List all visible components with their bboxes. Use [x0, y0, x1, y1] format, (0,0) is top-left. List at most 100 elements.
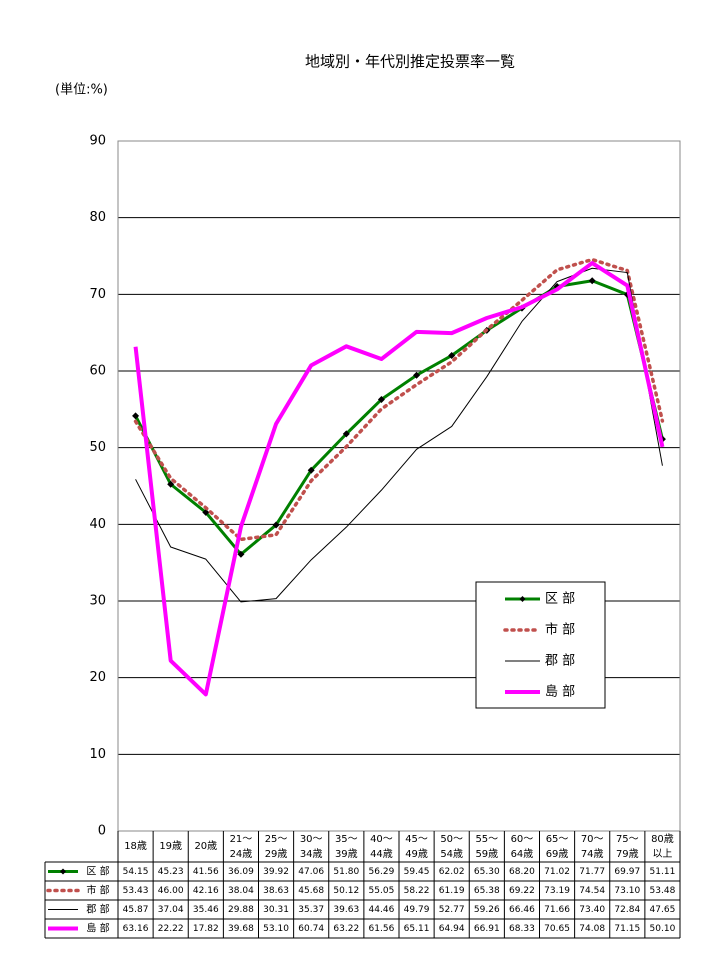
table-value: 63.22: [333, 924, 359, 934]
x-tick-label: 18歳: [124, 840, 147, 852]
table-value: 22.22: [158, 924, 184, 934]
legend-label: 郡 部: [545, 654, 575, 669]
legend-box: [475, 581, 606, 709]
legend-marker: [60, 868, 66, 875]
table-value: 74.54: [579, 886, 605, 896]
table-value: 36.09: [228, 867, 254, 877]
table-series-name: 郡 部: [86, 903, 109, 916]
table-value: 70.65: [544, 924, 570, 934]
table-value: 71.66: [544, 905, 570, 915]
table-value: 35.46: [193, 905, 219, 915]
y-tick-label: 0: [98, 824, 106, 839]
table-value: 68.20: [509, 867, 535, 877]
x-tick-label: 25～ 29歳: [265, 834, 288, 860]
marker: [132, 412, 140, 420]
y-tick-label: 10: [89, 747, 106, 762]
table-value: 38.04: [228, 886, 254, 896]
marker: [448, 352, 456, 360]
table-value: 35.37: [298, 905, 324, 915]
x-tick-label: 70～ 74歳: [581, 834, 604, 860]
marker: [413, 371, 421, 379]
table-value: 60.74: [298, 924, 324, 934]
table-value: 66.46: [509, 905, 535, 915]
x-tick-label: 30～ 34歳: [300, 834, 323, 860]
table-value: 73.19: [544, 886, 570, 896]
x-tick-label: 65～ 69歳: [546, 834, 569, 860]
y-tick-label: 20: [89, 670, 106, 685]
x-tick-label: 21～ 24歳: [230, 834, 253, 860]
table-value: 51.11: [650, 867, 676, 877]
table-value: 69.97: [614, 867, 640, 877]
x-tick-label: 55～ 59歳: [475, 834, 498, 860]
table-value: 39.63: [333, 905, 359, 915]
table-series-name: 島 部: [86, 922, 109, 935]
x-tick-label: 80歳以上: [651, 833, 674, 860]
table-value: 59.45: [404, 867, 430, 877]
table-value: 30.31: [263, 905, 289, 915]
table-value: 41.56: [193, 867, 219, 877]
plot-border: [117, 140, 681, 832]
table-value: 37.04: [158, 905, 184, 915]
y-tick-label: 70: [89, 287, 106, 302]
table-value: 66.91: [474, 924, 500, 934]
marker: [588, 277, 596, 285]
marker: [272, 521, 280, 529]
marker: [342, 430, 350, 438]
x-tick-label: 50～ 54歳: [440, 834, 463, 860]
table-series-name: 区 部: [86, 865, 109, 878]
table-value: 55.05: [369, 886, 395, 896]
table-value: 71.15: [614, 924, 640, 934]
table-value: 46.00: [158, 886, 184, 896]
table-value: 39.92: [263, 867, 289, 877]
table-value: 72.84: [614, 905, 640, 915]
marker: [307, 466, 315, 474]
marker: [237, 550, 245, 558]
x-tick-label: 35～ 39歳: [335, 834, 358, 860]
y-tick-label: 80: [89, 210, 106, 225]
table-value: 73.10: [614, 886, 640, 896]
table-value: 58.22: [404, 886, 430, 896]
table-series-name: 市 部: [86, 884, 109, 897]
x-tick-label: 40～ 44歳: [370, 834, 393, 860]
table-value: 71.77: [579, 867, 605, 877]
legend-marker: [519, 596, 526, 602]
table-value: 69.22: [509, 886, 535, 896]
table-value: 17.82: [193, 924, 219, 934]
x-tick-label: 45～ 49歳: [405, 834, 428, 860]
table-value: 42.16: [193, 886, 219, 896]
table-value: 45.68: [298, 886, 324, 896]
x-tick-label: 60～ 64歳: [511, 834, 534, 860]
table-value: 45.23: [158, 867, 184, 877]
legend-label: 島 部: [545, 685, 575, 700]
table-value: 53.43: [123, 886, 149, 896]
y-tick-label: 90: [89, 134, 106, 149]
x-tick-label: 20歳: [194, 840, 217, 852]
series-line: [135, 267, 663, 603]
chart-title: 地域別・年代別推定投票率一覧: [305, 53, 515, 71]
series-line: [133, 261, 665, 697]
table-value: 63.16: [123, 924, 149, 934]
y-tick-label: 50: [89, 440, 106, 455]
table-value: 44.46: [369, 905, 395, 915]
table-value: 62.02: [439, 867, 465, 877]
table-value: 65.11: [404, 924, 430, 934]
table-value: 68.33: [509, 924, 535, 934]
table-value: 47.65: [650, 905, 676, 915]
table-value: 64.94: [439, 924, 465, 934]
table-value: 54.15: [123, 867, 149, 877]
table-value: 71.02: [544, 867, 570, 877]
x-tick-label: 19歳: [159, 840, 182, 852]
table-value: 59.26: [474, 905, 500, 915]
table-value: 61.19: [439, 886, 465, 896]
table-value: 56.29: [369, 867, 395, 877]
table-value: 53.10: [263, 924, 289, 934]
table-value: 45.87: [123, 905, 149, 915]
table-value: 29.88: [228, 905, 254, 915]
table-value: 39.68: [228, 924, 254, 934]
table-value: 65.38: [474, 886, 500, 896]
marker: [202, 508, 210, 516]
series-line: [133, 257, 665, 542]
series-line: [134, 279, 664, 556]
y-tick-label: 30: [89, 594, 106, 609]
